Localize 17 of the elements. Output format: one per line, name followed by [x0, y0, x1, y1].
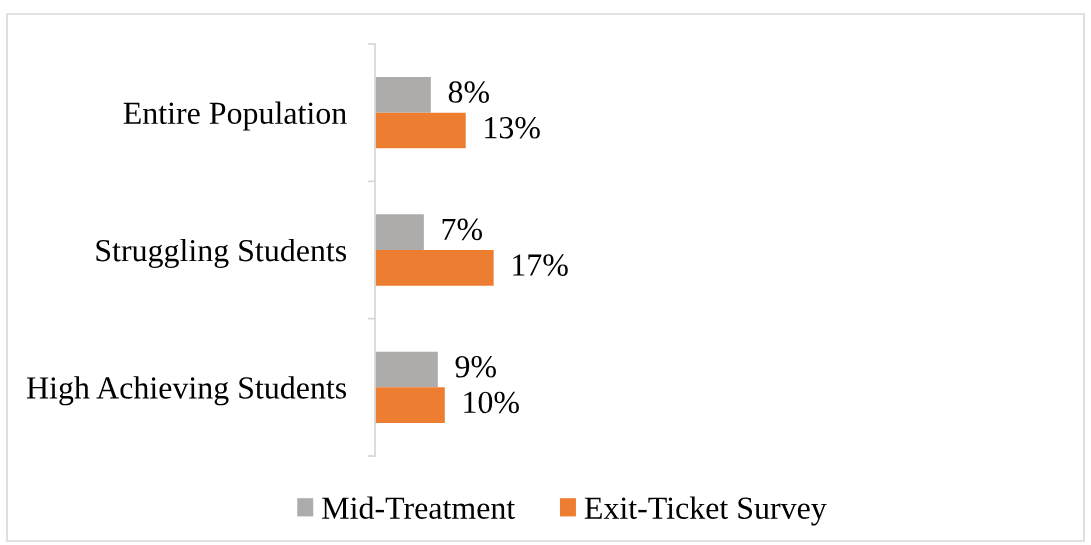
data-label: 7%: [442, 218, 483, 241]
y-tick-label: Struggling Students: [96, 238, 347, 268]
data-label: 10%: [464, 391, 519, 414]
bar: [375, 112, 466, 149]
legend-label: Exit-Ticket Survey: [584, 496, 827, 526]
data-label: 17%: [513, 254, 568, 276]
y-tick-label: Entire Population: [123, 101, 347, 131]
legend-label: Mid-Treatment: [322, 496, 516, 519]
bar: [375, 250, 494, 286]
data-label: 13%: [485, 116, 540, 139]
data-label: 9%: [455, 355, 496, 378]
bar: [375, 214, 424, 250]
bar: [375, 76, 431, 113]
y-tick-label: High Achieving Students: [26, 376, 347, 406]
data-label: 8%: [448, 81, 489, 103]
bar: [375, 387, 445, 424]
bar: [375, 351, 438, 388]
